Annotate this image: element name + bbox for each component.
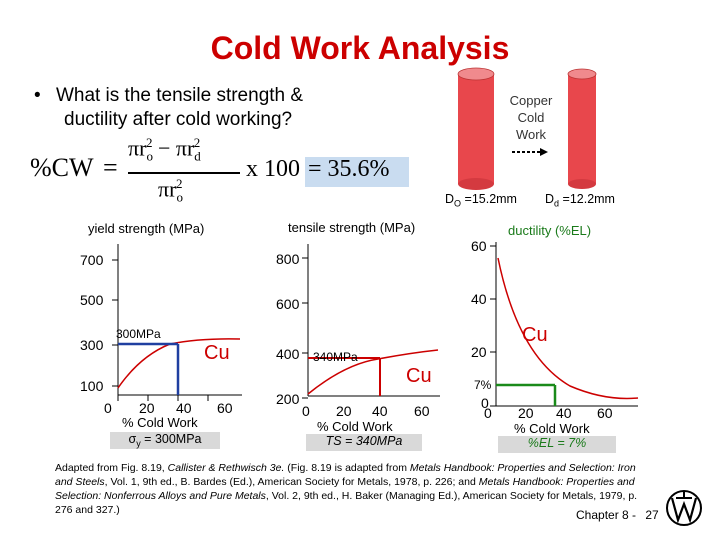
ductility-result: %EL = 7% — [498, 436, 616, 453]
tensile-ytick-400: 400 — [276, 346, 300, 362]
ductility-annotation: 7% — [474, 378, 492, 392]
yield-axis-label: yield strength (MPa) — [88, 221, 205, 236]
ductility-ytick-60: 60 — [471, 238, 487, 254]
yield-ytick-100: 100 — [80, 378, 104, 394]
yield-ytick-500: 500 — [80, 292, 104, 308]
ductility-ytick-40: 40 — [471, 291, 487, 307]
ductility-ytick-0: 0 — [481, 395, 489, 411]
original-diameter: DO =15.2mm — [445, 192, 517, 209]
tensile-ytick-200: 200 — [276, 391, 300, 407]
tensile-axes — [302, 244, 440, 399]
ductility-xtick-40: 40 — [556, 405, 572, 421]
tensile-strength-chart — [302, 244, 440, 399]
fraction-bar — [128, 172, 240, 174]
question-line-2: ductility after cold working? — [64, 109, 293, 130]
question-line-1: What is the tensile strength & — [55, 85, 304, 106]
tensile-annotation: 340MPa — [313, 350, 358, 364]
ductility-series-label: Cu — [522, 324, 548, 346]
page-number: 27 — [645, 508, 659, 522]
tensile-axis-label: tensile strength (MPa) — [288, 220, 416, 235]
yield-xtick-40: 40 — [176, 400, 192, 416]
yield-xlabel: % Cold Work — [122, 415, 198, 430]
tensile-ytick-800: 800 — [276, 251, 300, 267]
formula-equals: = — [103, 153, 118, 182]
tensile-ytick-600: 600 — [276, 296, 300, 312]
formula-denominator: πro2 — [158, 176, 183, 205]
yield-strength-chart — [112, 244, 242, 401]
chapter-page: Chapter 8 - 27 — [576, 508, 659, 522]
ductility-axis-label: ductility (%EL) — [508, 223, 592, 238]
formula-result: = 35.6% — [308, 156, 390, 182]
figure-caption: Adapted from Fig. 8.19, Callister & Reth… — [55, 462, 638, 516]
chapter-label: Chapter 8 - — [576, 508, 637, 522]
ductility-cu-curve — [497, 257, 639, 400]
yield-annotation: 300MPa — [116, 327, 161, 341]
formula-numerator: πro2 − πrd2 — [128, 135, 201, 164]
tensile-xtick-40: 40 — [372, 403, 388, 419]
slide-title: Cold Work Analysis — [210, 30, 510, 66]
ductility-ytick-20: 20 — [471, 344, 487, 360]
tensile-xtick-20: 20 — [336, 403, 352, 419]
cold-work-arrow — [512, 148, 548, 156]
copper-rod-original — [457, 67, 495, 190]
yield-ytick-700: 700 — [80, 252, 104, 268]
ductility-xtick-20: 20 — [518, 405, 534, 421]
tensile-xtick-0: 0 — [302, 403, 310, 419]
publisher-logo-icon — [666, 490, 702, 526]
yield-result: σy = 300MPa — [110, 432, 220, 449]
yield-xtick-0: 0 — [104, 400, 112, 416]
ductility-xlabel: % Cold Work — [514, 421, 590, 436]
tensile-result: TS = 340MPa — [306, 434, 422, 451]
ductility-chart — [490, 242, 639, 407]
ductility-axes — [490, 242, 638, 407]
deformed-diameter: Dd =12.2mm — [545, 192, 615, 209]
question-bullet: • What is the tensile strength & ductili… — [34, 84, 303, 132]
yield-ytick-300: 300 — [80, 337, 104, 353]
copper-rod-cold-worked — [567, 68, 597, 189]
result-highlight — [305, 157, 409, 187]
yield-xtick-20: 20 — [139, 400, 155, 416]
formula-lhs: %CW — [30, 153, 94, 182]
yield-xtick-60: 60 — [217, 400, 233, 416]
yield-series-label: Cu — [204, 342, 230, 364]
ductility-xtick-60: 60 — [597, 405, 613, 421]
ductility-xtick-0: 0 — [484, 405, 492, 421]
bullet-marker: • — [34, 85, 41, 106]
tensile-series-label: Cu — [406, 365, 432, 387]
tensile-xtick-60: 60 — [414, 403, 430, 419]
formula-times: x 100 — [246, 156, 300, 182]
tensile-xlabel: % Cold Work — [317, 419, 393, 434]
copper-rods-illustration — [457, 67, 597, 190]
copper-label: Copper Cold Work — [509, 93, 553, 142]
tensile-cu-curve — [307, 349, 439, 395]
yield-axes — [112, 244, 242, 401]
